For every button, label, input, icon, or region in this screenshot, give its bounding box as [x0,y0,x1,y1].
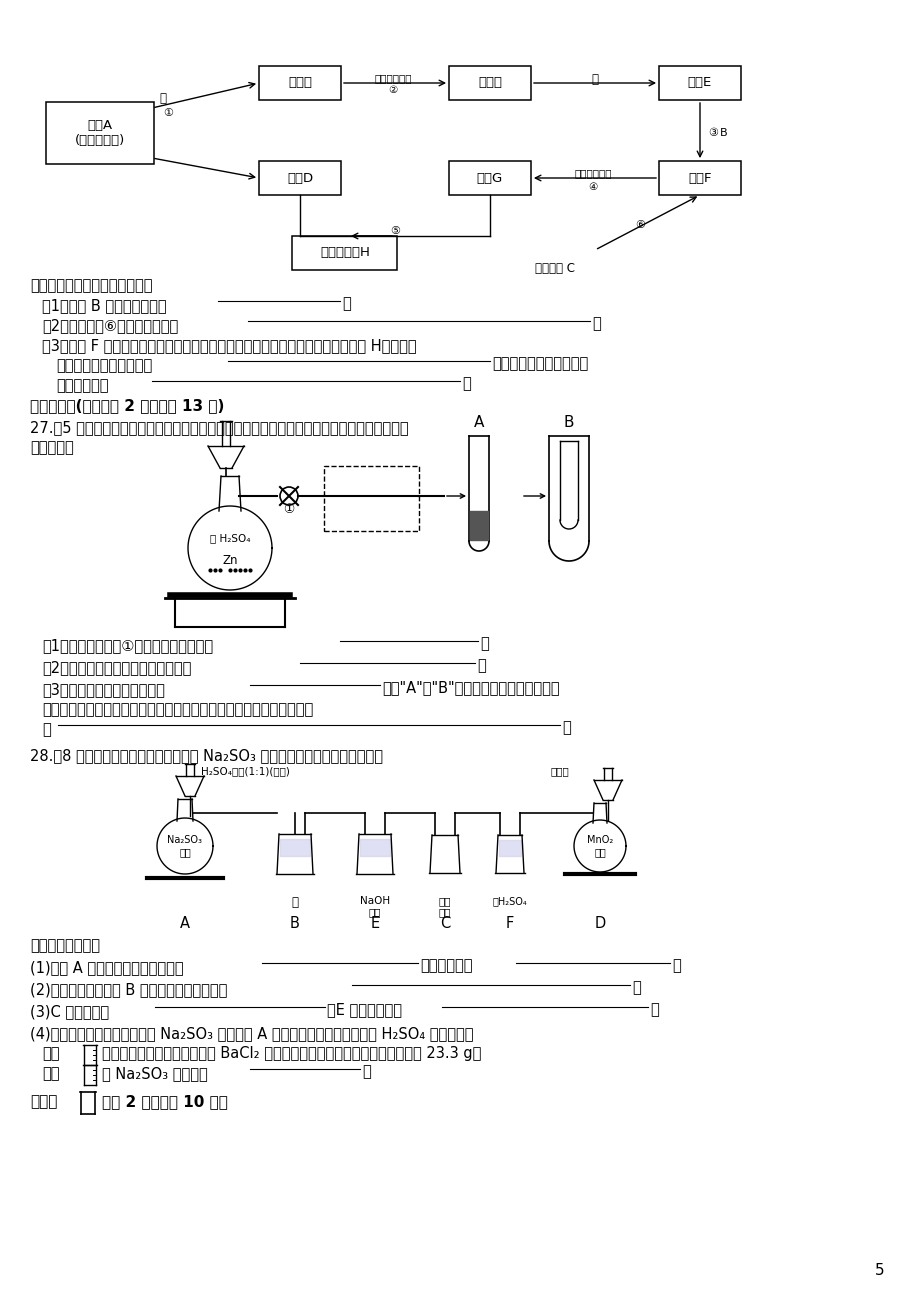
Bar [259,161,341,195]
Text: 。: 。 [671,958,680,973]
Polygon shape [157,818,213,874]
Text: 下列问题。: 下列问题。 [30,440,74,454]
Text: H₂SO₄溶液(1:1)(足量): H₂SO₄溶液(1:1)(足量) [200,766,289,776]
Text: 27.（5 分）如下图是某化学兴趣小组实验室制取氢气，并用氢气还原氧化铜的装置图，请回答: 27.（5 分）如下图是某化学兴趣小组实验室制取氢气，并用氢气还原氧化铜的装置图… [30,421,408,435]
Text: （1）以上装置图中①所标注的仪器名称是: （1）以上装置图中①所标注的仪器名称是 [42,638,213,654]
Text: 三、实验题(本大题共 2 小题，共 13 分): 三、实验题(本大题共 2 小题，共 13 分) [30,398,224,413]
Text: 是: 是 [42,723,51,737]
Bar [46,102,153,164]
Text: C: C [439,917,449,931]
Text: D: D [594,917,605,931]
Text: B: B [563,415,573,430]
Text: A: A [473,415,483,430]
Text: (2)实验开始后，写出 B 中反应的离子方程式：: (2)实验开始后，写出 B 中反应的离子方程式： [30,982,227,997]
Text: ⑥: ⑥ [634,220,644,230]
Text: 生反应的总的离子方程式: 生反应的总的离子方程式 [56,358,152,372]
Text: 。: 。 [461,376,471,391]
Text: ④: ④ [588,182,597,191]
Text: ①: ① [163,108,173,118]
Text: 红色
鲜花: 红色 鲜花 [438,896,450,918]
Bar [323,466,418,531]
Text: 。: 。 [591,316,600,331]
Text: Zn: Zn [222,553,237,566]
Text: 物质E: 物质E [687,77,711,90]
Text: 、圆底烧瓶和: 、圆底烧瓶和 [420,958,472,973]
Text: NaOH
溶液: NaOH 溶液 [359,896,390,918]
Text: MnO₂
足量: MnO₂ 足量 [586,835,612,857]
Text: 中完全反应后的溶液与足量的 BaCl₂ 溶液反应，过滤洗涤，干燥，得白色沉淀 23.3 g，: 中完全反应后的溶液与足量的 BaCl₂ 溶液反应，过滤洗涤，干燥，得白色沉淀 2… [102,1046,481,1061]
Text: ⑤: ⑤ [390,227,400,236]
Bar [448,161,530,195]
Text: 稀 H₂SO₄: 稀 H₂SO₄ [210,533,250,543]
Text: 物质D: 物质D [287,172,312,185]
Text: 。: 。 [342,296,350,311]
Text: 则原: 则原 [42,1066,60,1081]
Text: 水: 水 [159,92,166,105]
Text: 。: 。 [562,720,570,736]
Text: 中 Na₂SO₃ 的纯度为: 中 Na₂SO₃ 的纯度为 [102,1066,208,1081]
Text: 。: 。 [631,980,640,995]
Text: （2）写出反应⑥的化学方程式：: （2）写出反应⑥的化学方程式： [42,318,178,333]
Text: ①: ① [283,503,294,516]
Text: （1）写出 B 物质的化学式：: （1）写出 B 物质的化学式： [42,298,166,312]
Text: 5: 5 [874,1263,884,1279]
Polygon shape [573,820,625,872]
Text: ，E 装置的作用是: ，E 装置的作用是 [326,1003,402,1017]
Text: 题共 2 小题，共 10 分）: 题共 2 小题，共 10 分） [102,1094,228,1109]
Text: （3）物质 F 的溶液中通入过量的空气和氨气的混合气体，同样会产生红棕色沉淀 H，写出发: （3）物质 F 的溶液中通入过量的空气和氨气的混合气体，同样会产生红棕色沉淀 H… [42,339,416,353]
Text: (1)写出 A 装置中玻璃仪器的名称：: (1)写出 A 装置中玻璃仪器的名称： [30,960,184,975]
Text: 黄绿色气体乙: 黄绿色气体乙 [374,73,412,83]
Text: （2）请指出装置图中的一处明显错误: （2）请指出装置图中的一处明显错误 [42,660,191,674]
Text: 。: 。 [361,1064,370,1079]
Polygon shape [187,506,272,590]
Text: B: B [289,917,300,931]
Text: ③: ③ [708,128,717,138]
Text: 离子的方法为: 离子的方法为 [56,378,108,393]
Text: A: A [180,917,190,931]
Text: 黄绿色气体乙: 黄绿色气体乙 [573,168,611,178]
Text: 气体甲: 气体甲 [288,77,312,90]
Text: 浓盐酸: 浓盐酸 [550,766,569,776]
Text: 物质G: 物质G [476,172,503,185]
Text: 加热，变黑后再趁热迅速伸入所制得的纯净氢气中，观察到的实验现象: 加热，变黑后再趁热迅速伸入所制得的纯净氢气中，观察到的实验现象 [42,702,312,717]
Text: Na₂SO₃
样品: Na₂SO₃ 样品 [167,835,202,857]
Text: E: E [370,917,380,931]
Text: 。: 。 [476,658,485,673]
Text: F: F [505,917,514,931]
Bar [658,161,740,195]
Text: 金属A
(焰色为黄色): 金属A (焰色为黄色) [74,118,125,147]
Text: 。过滤后，检验滤液中阳: 。过滤后，检验滤液中阳 [492,355,587,371]
Text: 物质F: 物质F [687,172,711,185]
Text: 红棕色沉淀H: 红棕色沉淀H [320,246,369,259]
Text: 水: 水 [591,73,598,86]
Text: 浓H₂SO₄: 浓H₂SO₄ [492,896,527,906]
Text: 气体丙: 气体丙 [478,77,502,90]
Text: 请根据以上信息回答下列问题：: 请根据以上信息回答下列问题： [30,279,153,293]
Text: 红色金属 C: 红色金属 C [535,262,574,275]
Bar [259,66,341,100]
Text: 28.（8 分）某学生为了测定部分变质的 Na₂SO₃ 样品的纯度，设计了如下实验：: 28.（8 分）某学生为了测定部分变质的 Na₂SO₃ 样品的纯度，设计了如下实… [30,749,382,763]
Text: 。: 。 [480,635,488,651]
Text: (3)C 中的现象是: (3)C 中的现象是 [30,1004,109,1019]
Text: 请回答下列问题：: 请回答下列问题： [30,937,100,953]
Bar [448,66,530,100]
Text: （填"A"或"B"）；实验时应将螺旋状铜丝: （填"A"或"B"）；实验时应将螺旋状铜丝 [381,680,559,695]
Text: ②: ② [388,85,397,95]
Text: 然后: 然后 [42,1046,60,1061]
Text: 四、（: 四、（ [30,1094,57,1109]
Text: 水: 水 [291,896,298,909]
Text: (4)按如上图所示称取一定量的 Na₂SO₃ 样品放入 A 装置的烧瓶中，滴入足量的 H₂SO₄ 完全反应。: (4)按如上图所示称取一定量的 Na₂SO₃ 样品放入 A 装置的烧瓶中，滴入足… [30,1026,473,1042]
Text: （3）虚线框处宜选择的装置是: （3）虚线框处宜选择的装置是 [42,682,165,697]
Text: 。: 。 [650,1003,658,1017]
Text: B: B [720,128,727,138]
Bar [292,236,397,270]
Bar [658,66,740,100]
